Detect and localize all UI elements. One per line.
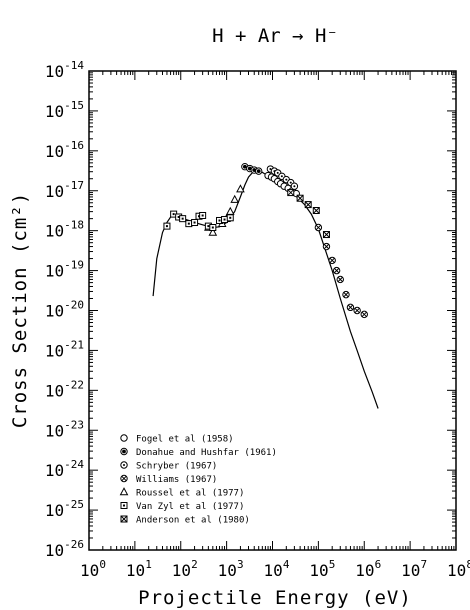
- data-point: [208, 227, 218, 236]
- data-point: [353, 306, 361, 315]
- data-point: [287, 189, 295, 197]
- data-point: [322, 231, 330, 239]
- x-axis-label: Projectile Energy (eV): [138, 587, 412, 609]
- legend-marker: [120, 461, 128, 469]
- legend-marker: [120, 434, 128, 442]
- y-tick-label: 10-26: [45, 538, 84, 560]
- data-point: [346, 303, 355, 312]
- y-tick-label: 10-24: [45, 458, 85, 480]
- x-tick-label: 101: [126, 558, 152, 580]
- data-points: [163, 163, 368, 319]
- y-axis-label: Cross Section (cm²): [9, 192, 31, 428]
- x-tick-label: 103: [218, 558, 244, 580]
- legend: Fogel et al (1958) Donahue and Hushfar (1…: [119, 434, 277, 526]
- data-point: [163, 222, 171, 230]
- x-tick-label: 102: [172, 558, 198, 580]
- data-point: [179, 215, 187, 223]
- fit-curve: [152, 169, 379, 409]
- data-point: [230, 194, 240, 203]
- legend-label: Fogel et al (1958): [136, 435, 234, 445]
- x-tick-label: 104: [264, 558, 290, 580]
- x-tick-label: 108: [447, 558, 470, 580]
- y-tick-labels: 10-26 10-25 10-24 10-23 10-22 10-21 10-20 10-19…: [45, 59, 85, 560]
- chart-title: H + Ar → H⁻: [212, 25, 338, 47]
- data-point: [185, 220, 193, 228]
- data-point: [254, 167, 263, 175]
- legend-label: Williams (1967): [136, 475, 217, 485]
- legend-marker: [120, 447, 128, 456]
- y-tick-label: 10-23: [45, 418, 84, 440]
- data-point: [322, 242, 331, 251]
- data-point: [290, 182, 299, 190]
- plot-axes: [88, 70, 457, 551]
- data-point: [225, 206, 235, 215]
- y-tick-label: 10-16: [45, 139, 84, 161]
- legend-label: Van Zyl et al (1977): [136, 502, 244, 512]
- x-tick-label: 100: [80, 558, 106, 580]
- data-point: [360, 310, 368, 319]
- legend-label: Roussel et al (1977): [136, 489, 244, 499]
- data-point: [209, 224, 217, 232]
- data-point: [312, 207, 320, 215]
- legend-label: Schryber (1967): [136, 462, 217, 472]
- y-tick-label: 10-18: [45, 219, 84, 241]
- data-point: [226, 214, 234, 222]
- legend-marker: [120, 474, 128, 483]
- data-point: [304, 201, 312, 209]
- x-tick-labels: 100 101 102 103 104 105 106 107 108: [80, 558, 470, 580]
- y-tick-label: 10-20: [45, 299, 84, 321]
- data-point: [336, 275, 344, 284]
- y-tick-label: 10-17: [45, 179, 84, 201]
- y-tick-label: 10-25: [45, 498, 84, 520]
- data-point: [296, 194, 304, 202]
- x-tick-label: 106: [355, 558, 381, 580]
- y-tick-label: 10-19: [45, 259, 84, 281]
- x-tick-label: 105: [309, 558, 335, 580]
- y-tick-label: 10-14: [45, 59, 85, 81]
- legend-marker: [119, 487, 129, 496]
- data-point: [236, 184, 245, 193]
- y-tick-label: 10-21: [45, 338, 84, 360]
- data-point: [221, 216, 229, 224]
- data-point: [342, 290, 350, 299]
- data-point: [328, 256, 336, 265]
- legend-marker: [120, 515, 128, 523]
- y-tick-label: 10-22: [45, 378, 84, 400]
- legend-marker: [120, 502, 128, 509]
- data-point: [314, 223, 323, 232]
- fit-curve-group: [152, 169, 379, 409]
- data-point: [332, 266, 341, 275]
- legend-label: Anderson et al (1980): [136, 516, 250, 526]
- x-tick-label: 107: [401, 558, 427, 580]
- data-point: [199, 211, 207, 219]
- legend-label: Donahue and Hushfar (1961): [136, 448, 277, 458]
- data-point: [191, 219, 199, 227]
- y-tick-label: 10-15: [45, 99, 84, 121]
